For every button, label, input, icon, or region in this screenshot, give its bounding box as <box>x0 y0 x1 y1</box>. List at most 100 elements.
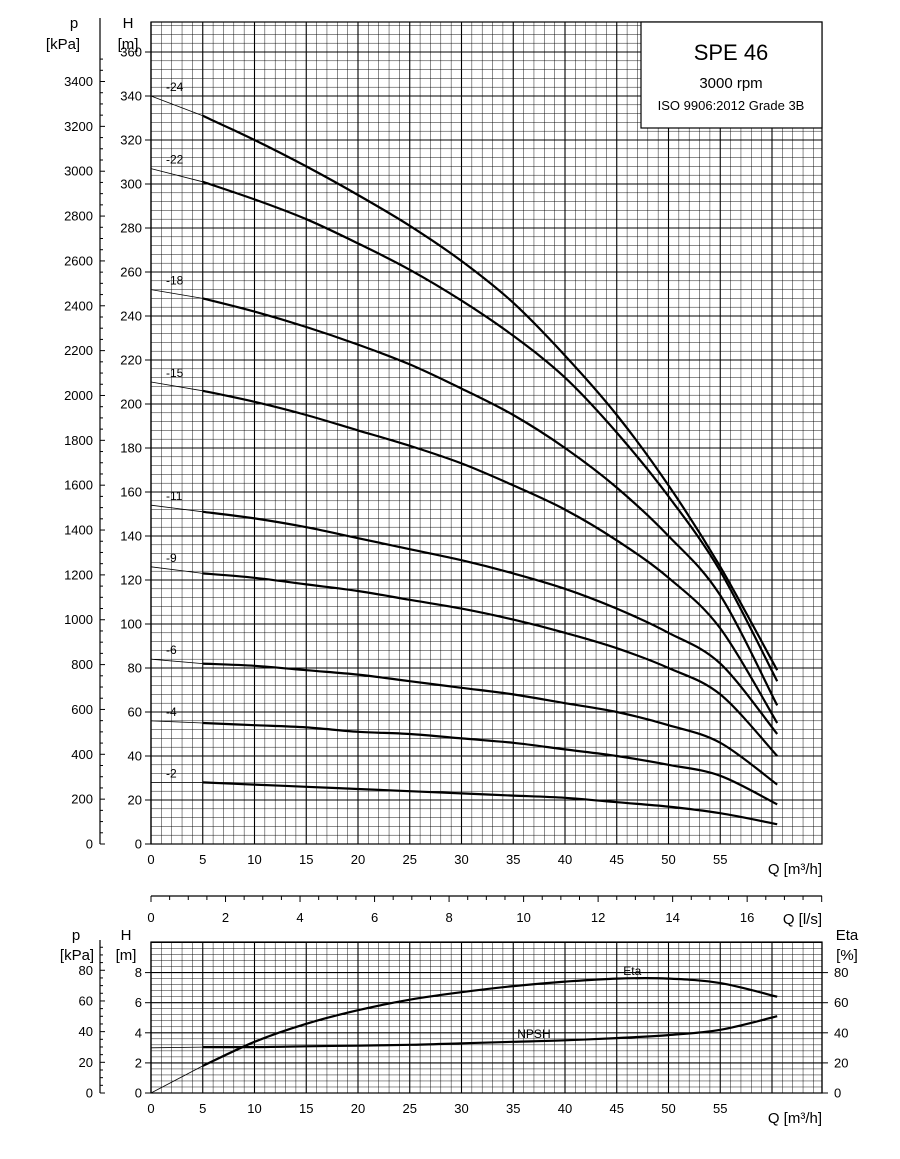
top-h-tick-label: 180 <box>120 441 142 456</box>
title-box: SPE 46 3000 rpm ISO 9906:2012 Grade 3B <box>640 21 823 129</box>
top-p-tick-label: 0 <box>86 837 93 852</box>
top-p-tick-label: 1800 <box>64 433 93 448</box>
top-h-tick-label: 120 <box>120 573 142 588</box>
curve-minus2 <box>202 781 778 826</box>
bottom-p-label: p <box>72 927 80 944</box>
curve-extension-eta <box>150 1065 203 1094</box>
bottom-h-tick-label: 2 <box>135 1055 142 1070</box>
bottom-x-tick-label: 45 <box>610 1101 624 1116</box>
curve-extension-minus24 <box>150 95 203 117</box>
top-p-tick-label: 2800 <box>64 209 93 224</box>
top-x-tick-label: 55 <box>713 852 727 867</box>
curve-extension-minus4 <box>150 720 203 724</box>
bottom-p-tick-label: 0 <box>86 1086 93 1101</box>
curve-minus15 <box>202 389 779 724</box>
mid-x-tick-label: 2 <box>222 910 229 925</box>
curve-label: -9 <box>166 551 177 565</box>
top-x-tick-label: 35 <box>506 852 520 867</box>
bottom-eta-label: Eta <box>836 927 859 944</box>
top-p-tick-label: 1200 <box>64 567 93 582</box>
top-x-tick-label: 10 <box>247 852 261 867</box>
top-h-tick-label: 140 <box>120 529 142 544</box>
top-p-tick-label: 1600 <box>64 478 93 493</box>
bottom-h-label: H <box>121 927 132 944</box>
top-p-tick-label: 3200 <box>64 119 93 134</box>
curve-minus6 <box>202 662 778 786</box>
bottom-x-tick-label: 0 <box>147 1101 154 1116</box>
bottom-h-unit: [m] <box>116 947 137 964</box>
bottom-p-tick-label: 60 <box>79 993 93 1008</box>
mid-x-tick-label: 6 <box>371 910 378 925</box>
top-h-tick-label: 80 <box>128 661 142 676</box>
top-p-tick-label: 2600 <box>64 253 93 268</box>
mid-x-axis-label: Q [l/s] <box>783 911 822 928</box>
chart-title: SPE 46 <box>694 40 769 65</box>
bottom-x-tick-label: 25 <box>403 1101 417 1116</box>
top-h-tick-label: 320 <box>120 133 142 148</box>
bottom-eta-tick-label: 0 <box>834 1086 841 1101</box>
curve-npsh <box>202 1015 778 1049</box>
top-x-tick-label: 45 <box>610 852 624 867</box>
top-p-tick-label: 2200 <box>64 343 93 358</box>
mid-x-tick-label: 16 <box>740 910 754 925</box>
curves-layer <box>150 95 779 1094</box>
bottom-p-tick-label: 40 <box>79 1024 93 1039</box>
bottom-eta-tick-label: 80 <box>834 965 848 980</box>
bottom-x-axis-label: Q [m³/h] <box>768 1110 822 1127</box>
curve-label: -22 <box>166 153 184 167</box>
curve-extension-minus9 <box>150 566 203 574</box>
top-p-tick-label: 3000 <box>64 164 93 179</box>
top-x-tick-label: 0 <box>147 852 154 867</box>
bottom-eta-tick-label: 40 <box>834 1025 848 1040</box>
top-x-tick-label: 30 <box>454 852 468 867</box>
top-p-tick-label: 2400 <box>64 298 93 313</box>
top-x-tick-label: 15 <box>299 852 313 867</box>
top-h-label: H <box>123 15 134 32</box>
curve-minus9 <box>202 572 779 757</box>
top-h-tick-label: 200 <box>120 397 142 412</box>
bottom-x-tick-label: 55 <box>713 1101 727 1116</box>
bottom-x-tick-label: 5 <box>199 1101 206 1116</box>
curve-label: -24 <box>166 80 184 94</box>
curve-extension-minus15 <box>150 381 203 392</box>
curve-eta <box>202 977 778 1067</box>
bottom-x-tick-label: 15 <box>299 1101 313 1116</box>
top-p-tick-label: 1000 <box>64 612 93 627</box>
top-p-tick-label: 400 <box>71 747 93 762</box>
bottom-h-tick-label: 0 <box>135 1086 142 1101</box>
curve-label: -4 <box>166 705 177 719</box>
top-h-tick-label: 60 <box>128 705 142 720</box>
top-h-tick-label: 260 <box>120 265 142 280</box>
mid-x-tick-label: 14 <box>665 910 679 925</box>
bottom-x-tick-label: 10 <box>247 1101 261 1116</box>
curve-extension-minus18 <box>150 289 203 299</box>
top-p-tick-label: 800 <box>71 657 93 672</box>
curve-label: -6 <box>166 643 177 657</box>
top-h-tick-label: 220 <box>120 353 142 368</box>
top-p-label: p <box>70 15 78 32</box>
mid-x-tick-label: 4 <box>296 910 303 925</box>
top-x-tick-label: 50 <box>661 852 675 867</box>
curve-label: -11 <box>166 489 183 503</box>
bottom-x-tick-label: 50 <box>661 1101 675 1116</box>
top-p-tick-label: 600 <box>71 702 93 717</box>
curve-extension-minus22 <box>150 168 203 183</box>
top-h-tick-label: 160 <box>120 485 142 500</box>
top-x-tick-label: 5 <box>199 852 206 867</box>
curve-extension-minus6 <box>150 658 203 664</box>
curve-label: -18 <box>166 274 184 288</box>
mid-x-tick-label: 12 <box>591 910 605 925</box>
bottom-h-tick-label: 8 <box>135 965 142 980</box>
top-h-tick-label: 0 <box>135 837 142 852</box>
top-h-unit: [m] <box>118 36 139 53</box>
curve-label: -2 <box>166 766 177 780</box>
chart-subtitle: 3000 rpm <box>699 75 762 92</box>
bottom-x-tick-label: 30 <box>454 1101 468 1116</box>
bottom-p-tick-label: 80 <box>79 963 93 978</box>
top-x-tick-label: 25 <box>403 852 417 867</box>
top-h-tick-label: 240 <box>120 309 142 324</box>
curve-extension-npsh <box>150 1046 203 1049</box>
bottom-x-tick-label: 20 <box>351 1101 365 1116</box>
curve-minus22 <box>202 180 779 682</box>
